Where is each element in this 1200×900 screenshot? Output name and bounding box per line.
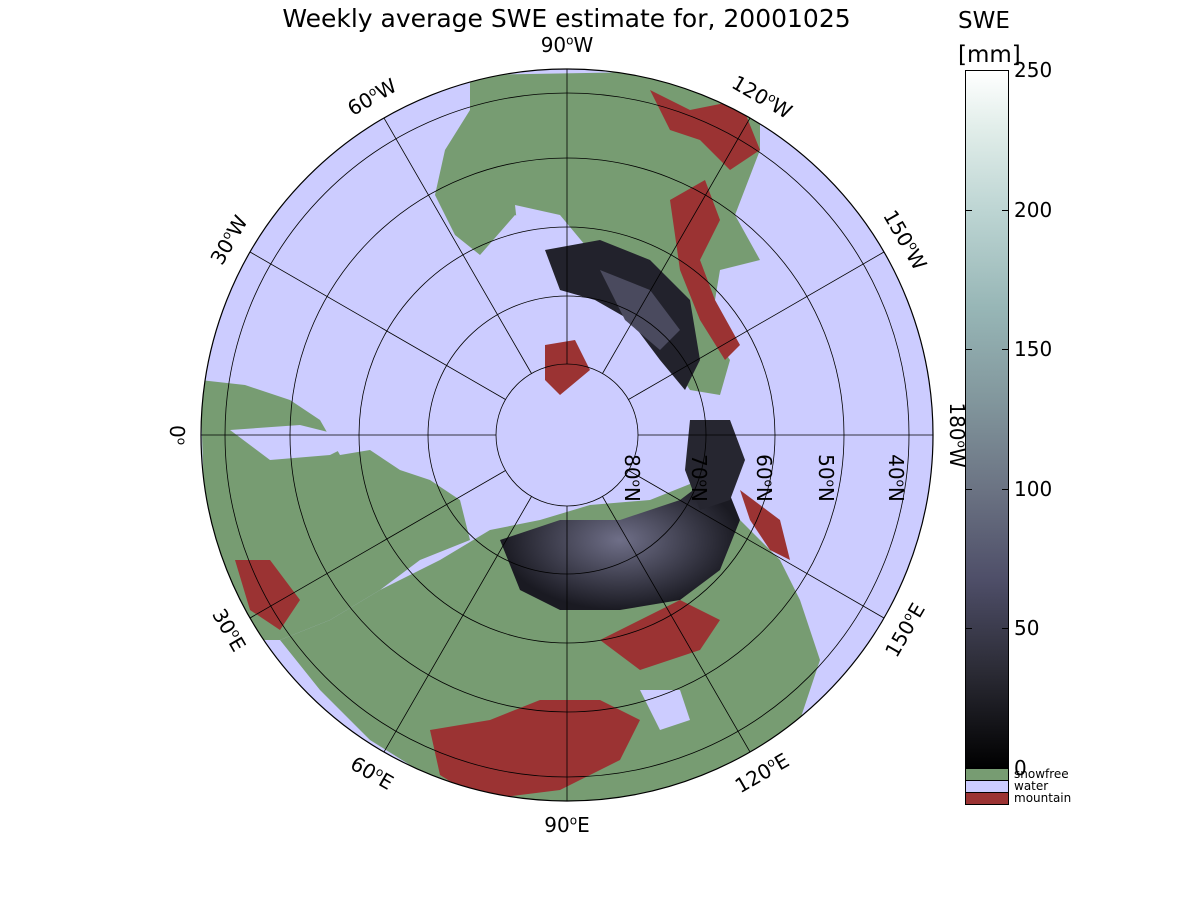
colorbar-tick-mark: [966, 209, 972, 211]
latitude-label: 50oN: [814, 454, 838, 502]
lon-value: 90: [540, 33, 567, 57]
colorbar-tick-mark: [966, 628, 972, 630]
latitude-label: 60oN: [752, 454, 776, 502]
category-label: snowfree: [1014, 767, 1069, 781]
meridian-line: [628, 251, 885, 400]
longitude-label: 90oE: [544, 813, 590, 837]
latitude-label: 80oN: [620, 454, 644, 502]
meridian-line: [249, 470, 506, 619]
longitude-label: 0o: [165, 424, 189, 446]
canada-snow-light: [600, 270, 680, 350]
swe-colorbar: [965, 70, 1009, 770]
colorbar-tick-mark: [966, 768, 972, 769]
siberia-snow: [500, 470, 740, 610]
map-title: Weekly average SWE estimate for, 2000102…: [282, 4, 851, 33]
east-siberia-snow: [685, 420, 745, 510]
longitude-label: 90oW: [540, 33, 594, 57]
colorbar-tick-label: 250: [1014, 58, 1053, 82]
colorbar-tick-label: 0: [1014, 756, 1027, 780]
lon-value: 90: [544, 813, 570, 837]
meridian-line: [602, 117, 751, 374]
category-label: water: [1014, 779, 1049, 793]
alps: [235, 560, 300, 630]
lon-hemi: E: [577, 813, 590, 837]
meridian-line: [383, 496, 532, 753]
lon-hemi: W: [573, 33, 594, 57]
colorbar-tick-mark: [966, 349, 972, 351]
himalaya: [430, 700, 640, 800]
colorbar-tick-mark: [1002, 488, 1008, 490]
category-swatch: [965, 781, 1009, 793]
colorbar-tick-label: 150: [1014, 337, 1053, 362]
latitude-label: 40oN: [884, 454, 908, 502]
colorbar-title-swe: SWE: [958, 8, 1010, 34]
colorbar-tick-mark: [1002, 70, 1008, 71]
colorbar-tick-mark: [1002, 349, 1008, 351]
kamchatka-area: [545, 340, 590, 395]
colorbar-tick-label: 100: [1014, 476, 1053, 501]
colorbar-tick-mark: [966, 488, 972, 490]
colorbar-tick-mark: [1002, 628, 1008, 630]
colorbar-tick-mark: [1002, 768, 1008, 769]
colorbar-tick-mark: [966, 70, 972, 71]
rocky-mountains: [670, 180, 740, 360]
colorbar-tick-mark: [1002, 209, 1008, 211]
category-swatch: [965, 793, 1009, 805]
category-swatch: [965, 769, 1009, 781]
meridian-line: [602, 496, 751, 753]
category-label: mountain: [1014, 791, 1072, 805]
colorbar-title-unit: [mm]: [958, 42, 1021, 68]
meridian-line: [383, 117, 532, 374]
colorbar-title: SWE [mm]: [958, 4, 1021, 72]
meridian-line: [249, 251, 506, 400]
colorbar-tick-label: 50: [1014, 616, 1040, 641]
meridian-line: [628, 470, 885, 619]
colorbar-tick-label: 200: [1014, 197, 1053, 222]
latitude-label: 70oN: [687, 454, 711, 502]
lon-value: 0: [165, 424, 189, 438]
